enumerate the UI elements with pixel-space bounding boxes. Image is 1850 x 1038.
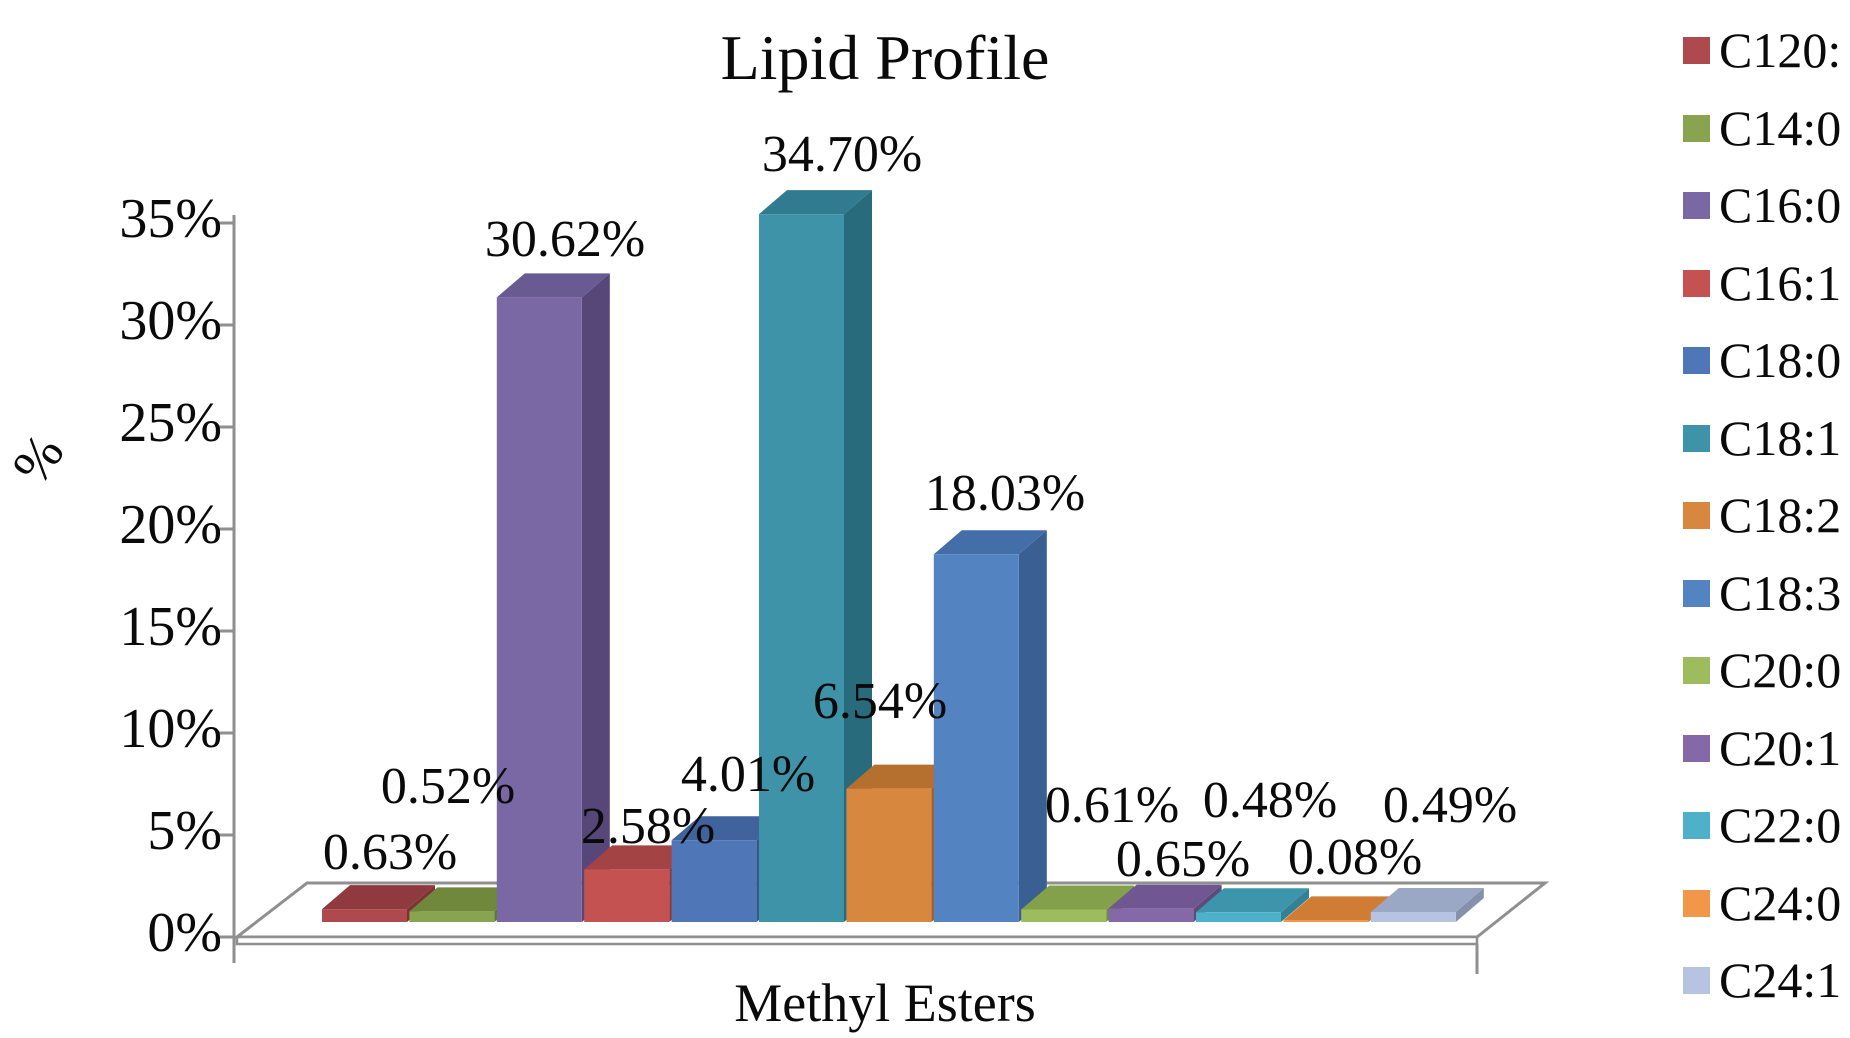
bar-top-face	[409, 887, 523, 912]
bar-front-face	[322, 909, 407, 922]
legend-label: C14:0	[1719, 99, 1842, 156]
bar-top-face	[846, 764, 960, 789]
legend-label: C22:0	[1719, 797, 1842, 853]
bar-side-face	[844, 190, 872, 922]
legend-label: C16:1	[1719, 254, 1842, 311]
legend-swatch-icon	[1683, 347, 1710, 374]
value-label-C16:0: 30.62%	[484, 211, 646, 268]
bar-top-face	[759, 190, 872, 215]
y-tick-label: 25%	[119, 392, 222, 454]
bar-front-face	[496, 297, 582, 922]
legend-swatch-icon	[1683, 657, 1710, 684]
bar-front-face	[584, 869, 670, 922]
legend-swatch-icon	[1683, 967, 1710, 994]
floor-front-edge	[235, 935, 1479, 946]
value-label-C24:1: 0.49%	[1382, 777, 1518, 834]
y-tick-label: 5%	[147, 800, 222, 862]
legend-label: C18:0	[1719, 332, 1842, 388]
legend-label: C20:0	[1719, 642, 1842, 698]
x-axis-title: Methyl Esters	[734, 973, 1036, 1033]
value-label-C20:0: 0.61%	[1044, 777, 1180, 834]
legend-label: C120:	[1719, 22, 1842, 78]
y-tick-label: 10%	[119, 698, 222, 760]
bar-front-face	[1196, 912, 1281, 922]
legend-label: C18:3	[1719, 564, 1842, 621]
value-label-C22:0: 0.48%	[1202, 772, 1338, 829]
bar-front-face	[846, 788, 932, 922]
bar-C24:1	[1370, 888, 1484, 922]
bar-front-face	[409, 911, 495, 922]
chart-title: Lipid Profile	[720, 22, 1050, 93]
bar-top-face	[1283, 896, 1397, 921]
y-tick-label: 15%	[119, 596, 222, 658]
legend-swatch-icon	[1683, 192, 1710, 219]
bar-C18:1	[759, 190, 872, 922]
bar-front-face	[671, 840, 757, 922]
value-label-C24:0: 0.08%	[1287, 829, 1423, 886]
bar-front-face	[1283, 920, 1369, 922]
bar-side-face	[1281, 888, 1309, 922]
bar-side-face	[1018, 530, 1047, 922]
value-label-C18:3: 18.03%	[924, 465, 1086, 522]
bar-top-face	[933, 530, 1047, 555]
bar-top-face	[1370, 888, 1484, 913]
bar-front-face	[759, 214, 844, 922]
bar-front-face	[933, 554, 1019, 922]
value-label-C18:2: 6.54%	[812, 673, 948, 730]
bar-top-face	[1108, 884, 1222, 909]
bar-top-face	[671, 816, 785, 841]
legend-label: C20:1	[1719, 719, 1842, 776]
bar-top-face	[322, 885, 435, 910]
bar-C22:0	[1196, 888, 1309, 922]
y-tick-label: 30%	[119, 290, 222, 352]
bar-front-face	[1108, 908, 1194, 922]
bar-top-face	[1196, 888, 1309, 913]
legend-swatch-icon	[1683, 502, 1710, 529]
bar-top-face	[496, 273, 610, 298]
bar-C16:0	[496, 273, 610, 922]
bar-side-face	[1455, 888, 1484, 922]
legend-label: C24:0	[1719, 874, 1842, 931]
legend-swatch-icon	[1683, 579, 1710, 607]
legend-label: C18:1	[1719, 409, 1842, 466]
legend-label: C18:2	[1719, 487, 1842, 543]
legend-swatch-icon	[1683, 424, 1710, 452]
legend-swatch-icon	[1683, 734, 1710, 762]
value-label-C16:1: 2.58%	[580, 798, 716, 855]
bar-top-face	[1021, 885, 1135, 910]
value-label-C14:0: 0.52%	[380, 758, 516, 815]
legend-swatch-icon	[1683, 37, 1710, 64]
bar-front-face	[1021, 909, 1107, 922]
bar-top-face	[584, 845, 698, 870]
value-label-C18:1: 34.70%	[761, 126, 923, 183]
value-label-C120:: 0.63%	[322, 824, 458, 881]
legend-swatch-icon	[1683, 114, 1710, 142]
legend-swatch-icon	[1683, 269, 1710, 297]
value-label-C18:0: 4.01%	[680, 746, 816, 803]
y-tick-label: 20%	[119, 494, 222, 556]
legend-label: C24:1	[1719, 952, 1842, 1008]
bar-side-face	[581, 273, 610, 922]
y-tick-label: 35%	[119, 188, 222, 250]
legend-swatch-icon	[1683, 889, 1710, 917]
y-tick-label: 0%	[147, 902, 222, 964]
bar-front-face	[1370, 912, 1456, 922]
bar-C18:3	[933, 530, 1047, 922]
legend-label: C16:0	[1719, 177, 1842, 233]
value-label-C20:1: 0.65%	[1115, 831, 1251, 888]
legend-swatch-icon	[1683, 812, 1710, 839]
